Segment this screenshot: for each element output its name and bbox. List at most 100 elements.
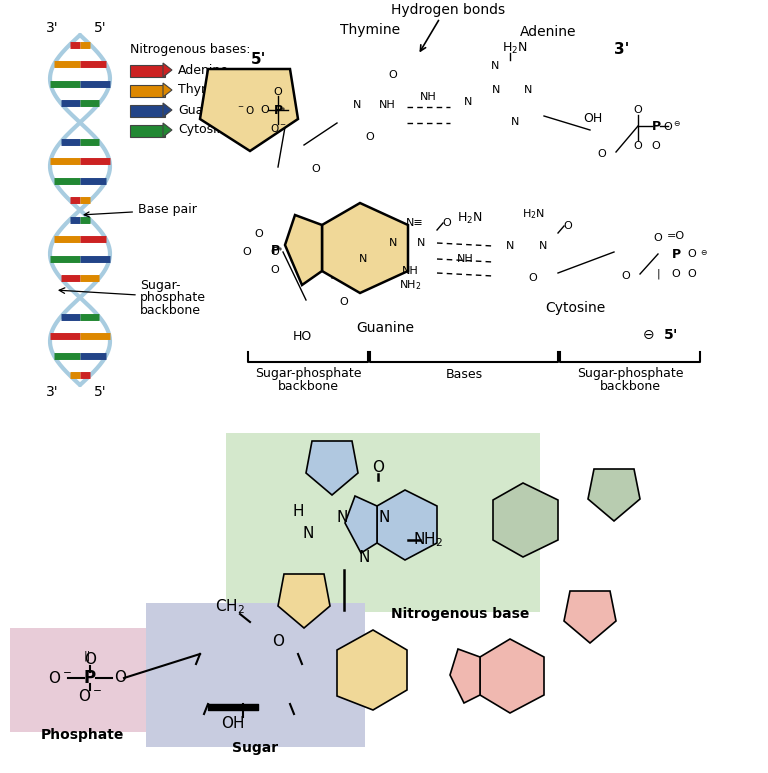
Text: O: O <box>634 141 642 151</box>
Text: O: O <box>687 269 697 279</box>
Text: Nitrogenous base: Nitrogenous base <box>391 607 529 621</box>
Text: O: O <box>366 132 374 142</box>
Polygon shape <box>285 215 322 285</box>
Text: O: O <box>339 297 349 307</box>
Text: backbone: backbone <box>600 380 660 393</box>
Text: H$_2$N: H$_2$N <box>502 40 528 56</box>
Text: O: O <box>564 221 572 231</box>
Text: OH: OH <box>221 717 245 731</box>
FancyBboxPatch shape <box>10 628 154 732</box>
Text: N: N <box>464 97 472 107</box>
Text: N: N <box>359 550 369 566</box>
Text: O: O <box>654 233 662 243</box>
Text: N: N <box>491 61 499 71</box>
Text: O: O <box>442 218 452 228</box>
Text: O: O <box>255 229 263 239</box>
Polygon shape <box>493 483 558 557</box>
Text: N: N <box>492 85 500 95</box>
Text: O: O <box>312 164 320 174</box>
Text: P: P <box>84 669 96 687</box>
Text: N: N <box>303 526 313 542</box>
Text: N: N <box>359 254 367 264</box>
Text: |: | <box>656 269 660 279</box>
Text: 5': 5' <box>94 385 106 399</box>
Text: O: O <box>114 670 126 686</box>
Text: 3': 3' <box>614 43 630 57</box>
Text: O: O <box>672 269 680 279</box>
Text: N: N <box>524 85 532 95</box>
Bar <box>130 85 165 97</box>
Text: OH: OH <box>584 111 603 124</box>
Text: Adenine: Adenine <box>520 25 576 39</box>
Text: N: N <box>417 238 425 248</box>
Text: Base pair: Base pair <box>84 203 197 217</box>
Text: Cytosine: Cytosine <box>545 301 605 315</box>
Polygon shape <box>163 63 172 77</box>
Text: O: O <box>372 461 384 475</box>
Text: $\ominus$  5': $\ominus$ 5' <box>642 328 678 342</box>
Polygon shape <box>163 103 172 117</box>
Text: P: P <box>671 247 680 261</box>
Text: H$_2$N: H$_2$N <box>521 207 545 221</box>
Text: $^\ominus$: $^\ominus$ <box>700 249 709 259</box>
Polygon shape <box>337 630 407 710</box>
Text: N≡: N≡ <box>406 218 424 228</box>
Text: Adenine: Adenine <box>178 63 229 77</box>
Text: O: O <box>243 247 251 257</box>
Text: O: O <box>272 635 284 649</box>
Text: N: N <box>353 100 361 110</box>
Text: O: O <box>273 87 283 97</box>
Text: O: O <box>687 249 697 259</box>
Text: H: H <box>293 505 304 519</box>
Text: NH: NH <box>457 254 473 264</box>
Text: Phosphate: Phosphate <box>40 728 124 742</box>
FancyBboxPatch shape <box>226 433 540 612</box>
Text: O: O <box>260 105 270 115</box>
Text: O: O <box>651 141 660 151</box>
Text: O$^-$: O$^-$ <box>48 670 72 686</box>
Text: O: O <box>528 273 538 283</box>
Text: Guanine: Guanine <box>356 321 414 335</box>
Polygon shape <box>564 591 616 643</box>
Text: O: O <box>621 271 631 281</box>
Text: Thymine: Thymine <box>340 23 400 37</box>
Text: O: O <box>270 265 280 275</box>
Text: Sugar-: Sugar- <box>140 278 180 291</box>
Text: O: O <box>270 247 280 257</box>
Bar <box>130 105 165 117</box>
Polygon shape <box>200 69 298 151</box>
Text: *: * <box>281 107 285 116</box>
Text: Sugar: Sugar <box>232 741 278 755</box>
Polygon shape <box>163 123 172 137</box>
Text: =O: =O <box>667 231 685 241</box>
Text: NH: NH <box>379 100 396 110</box>
Text: N: N <box>389 238 397 248</box>
Text: N: N <box>539 241 547 251</box>
Text: $^\ominus$: $^\ominus$ <box>288 257 298 267</box>
Polygon shape <box>480 639 544 713</box>
Polygon shape <box>322 203 408 293</box>
Text: backbone: backbone <box>140 305 201 318</box>
Text: O: O <box>634 105 642 115</box>
Text: O: O <box>84 652 96 668</box>
Text: 3': 3' <box>45 385 58 399</box>
Text: HO: HO <box>293 329 312 342</box>
Text: 3': 3' <box>45 21 58 35</box>
Polygon shape <box>377 490 437 560</box>
Text: Bases: Bases <box>445 367 482 380</box>
Text: O$^\ominus$: O$^\ominus$ <box>663 119 681 133</box>
Text: NH: NH <box>420 92 437 102</box>
Text: 5': 5' <box>94 21 106 35</box>
Text: Hydrogen bonds: Hydrogen bonds <box>391 3 505 17</box>
Text: Sugar-phosphate: Sugar-phosphate <box>255 367 361 380</box>
Text: O$^-$: O$^-$ <box>270 122 286 134</box>
Text: N: N <box>336 510 348 526</box>
Polygon shape <box>345 496 377 553</box>
Text: Nitrogenous bases:: Nitrogenous bases: <box>130 43 250 56</box>
Text: NH$_2$: NH$_2$ <box>413 530 443 550</box>
Text: Sugar-phosphate: Sugar-phosphate <box>577 367 684 380</box>
Text: phosphate: phosphate <box>140 291 206 305</box>
Polygon shape <box>278 574 330 628</box>
Text: P: P <box>273 104 283 117</box>
Text: $^-$O: $^-$O <box>236 104 255 116</box>
